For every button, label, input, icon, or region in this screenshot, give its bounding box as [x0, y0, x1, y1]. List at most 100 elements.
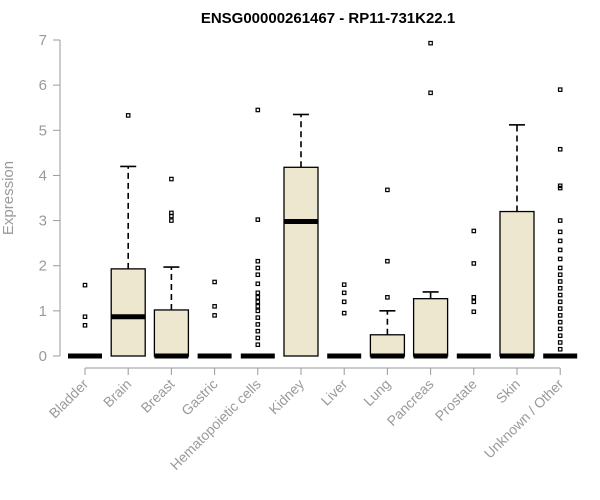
x-tick-label: Breast: [138, 376, 178, 416]
outlier-point: [169, 218, 174, 223]
x-tick-label: Bladder: [46, 376, 92, 422]
outlier-point: [471, 295, 477, 300]
outlier-point: [557, 285, 563, 291]
iqr-box: [283, 166, 319, 357]
outlier-point: [557, 340, 563, 345]
iqr-box: [153, 309, 190, 357]
y-tick-label: 1: [39, 303, 47, 320]
outlier-point: [385, 258, 390, 264]
x-tick-label: Pancreas: [384, 376, 437, 429]
outlier-point: [557, 306, 563, 311]
outlier-point: [557, 326, 563, 332]
outlier-point: [255, 335, 261, 341]
outlier-point: [341, 290, 347, 296]
outlier-point: [557, 247, 563, 253]
chart-title: ENSG00000261467 - RP11-731K22.1: [201, 10, 455, 27]
box-skin: [499, 124, 535, 359]
outlier-point: [255, 265, 261, 271]
outlier-point: [255, 342, 261, 348]
outlier-point: [557, 265, 563, 271]
outlier-point: [341, 310, 347, 316]
outlier-point: [557, 146, 563, 152]
box-pancreas: [412, 40, 449, 359]
outlier-point: [557, 256, 563, 262]
outlier-point: [255, 322, 261, 327]
x-tick-label: Skin: [493, 376, 524, 407]
x-tick-label: Brain: [100, 376, 134, 410]
outlier-point: [557, 218, 563, 223]
y-tick-label: 4: [39, 167, 47, 184]
box-breast: [153, 176, 190, 359]
outlier-point: [255, 107, 261, 113]
iqr-box: [412, 298, 449, 357]
y-tick-label: 6: [39, 77, 47, 94]
x-tick-label: Kidney: [266, 376, 308, 418]
outlier-point: [212, 313, 217, 318]
x-tick-label: Gastric: [178, 376, 221, 419]
box-series: [68, 40, 578, 359]
outlier-point: [557, 299, 563, 305]
box-liver: [327, 282, 362, 359]
outlier-point: [385, 187, 390, 193]
outlier-point: [557, 319, 563, 325]
box-bladder: [68, 282, 102, 359]
outlier-point: [428, 90, 433, 96]
outlier-point: [255, 281, 261, 287]
outlier-point: [557, 238, 563, 244]
iqr-box: [499, 210, 535, 357]
outlier-point: [255, 258, 261, 264]
x-tick-label: Unknown / Other: [481, 376, 567, 462]
outlier-point: [428, 40, 433, 46]
outlier-point: [169, 210, 174, 216]
outlier-point: [82, 323, 88, 328]
outlier-point: [557, 346, 563, 352]
y-tick-label: 3: [39, 213, 47, 230]
outlier-point: [169, 176, 174, 182]
outlier-point: [471, 261, 477, 266]
y-tick-label: 7: [39, 32, 47, 49]
outlier-point: [255, 308, 261, 314]
y-tick-label: 0: [39, 348, 47, 365]
outlier-point: [212, 279, 217, 285]
outlier-point: [341, 282, 347, 287]
outlier-point: [255, 299, 261, 305]
box-prostate: [456, 228, 491, 359]
outlier-point: [557, 183, 563, 189]
x-tick-label: Liver: [318, 376, 351, 409]
box-kidney: [283, 113, 319, 357]
box-gastric: [197, 279, 232, 359]
outlier-point: [255, 217, 261, 222]
outlier-point: [255, 304, 261, 309]
outlier-point: [557, 313, 563, 318]
outlier-point: [341, 299, 347, 305]
outlier-point: [557, 229, 563, 235]
outlier-point: [557, 279, 563, 284]
y-tick-label: 2: [39, 258, 47, 275]
outlier-point: [212, 304, 217, 309]
box-hematopoietic-cells: [240, 107, 275, 359]
outlier-point: [471, 228, 477, 234]
outlier-point: [255, 290, 261, 296]
outlier-point: [557, 333, 563, 338]
outlier-point: [255, 295, 261, 300]
iqr-box: [369, 334, 406, 357]
y-tick-label: 5: [39, 122, 47, 139]
box-brain: [110, 113, 146, 357]
box-unknown-other: [543, 87, 578, 359]
outlier-point: [557, 87, 563, 92]
outlier-point: [255, 328, 261, 334]
outlier-point: [255, 315, 261, 320]
outlier-point: [255, 272, 261, 278]
outlier-point: [557, 272, 563, 278]
outlier-point: [557, 292, 563, 298]
x-tick-label: Prostate: [432, 376, 480, 424]
y-axis-label: Expression: [0, 161, 17, 235]
iqr-box: [110, 268, 146, 357]
box-lung: [369, 187, 406, 359]
outlier-point: [385, 295, 390, 300]
outlier-point: [471, 299, 477, 305]
y-axis: 0 1 2 3 4 5 6 7: [39, 32, 61, 365]
outlier-point: [125, 113, 131, 118]
